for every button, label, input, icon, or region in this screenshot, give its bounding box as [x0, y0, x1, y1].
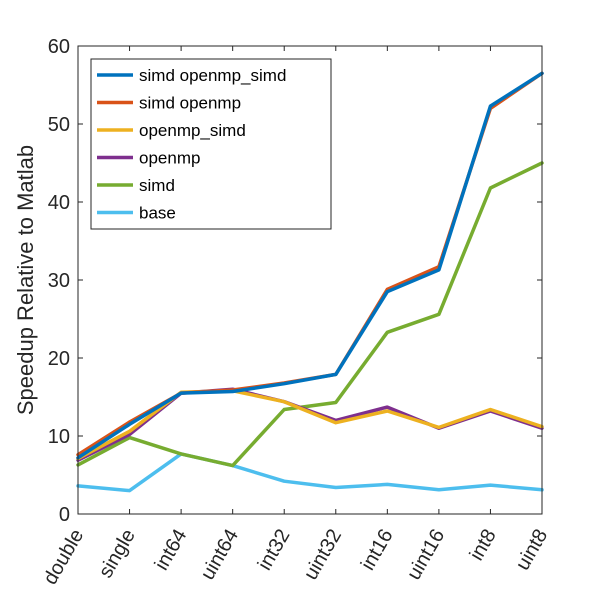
series-line-openmp-simd: [76, 389, 544, 461]
legend-label: simd: [139, 176, 175, 195]
y-tick-label: 60: [48, 36, 70, 58]
y-axis-title: Speedup Relative to Matlab: [13, 145, 38, 415]
series-line-simd: [76, 161, 544, 468]
y-tick-label: 0: [59, 504, 70, 526]
x-tick-label-int32: int32: [254, 526, 295, 575]
series-line-base: [76, 452, 544, 493]
legend-label: simd openmp_simd: [139, 66, 286, 85]
x-tick-label-int16: int16: [357, 526, 398, 575]
x-tick-label-single: single: [95, 526, 140, 582]
x-tick-label-int8: int8: [466, 526, 501, 565]
legend-box: [90, 58, 332, 230]
series-lines: [76, 71, 544, 493]
x-tick-label-uint16: uint16: [403, 526, 449, 584]
y-tick-label: 50: [48, 114, 70, 136]
x-tick-label-double: double: [39, 526, 88, 589]
y-tick-label: 40: [48, 192, 70, 214]
x-tick-label-uint32: uint32: [300, 526, 346, 584]
x-tick-label-uint8: uint8: [512, 526, 553, 575]
legend-label: openmp_simd: [139, 121, 246, 140]
series-line-simd-openmp-simd: [76, 71, 544, 460]
legend-label: simd openmp: [139, 94, 241, 113]
x-tick-label-int64: int64: [151, 526, 192, 575]
y-tick-label: 20: [48, 348, 70, 370]
y-tick-label: 10: [48, 426, 70, 448]
legend-label: base: [139, 204, 176, 223]
x-tick-label-uint64: uint64: [197, 526, 243, 584]
y-axis: 0 10 20 30 40 50 60: [48, 36, 542, 526]
legend-label: openmp: [139, 149, 200, 168]
y-tick-label: 30: [48, 270, 70, 292]
